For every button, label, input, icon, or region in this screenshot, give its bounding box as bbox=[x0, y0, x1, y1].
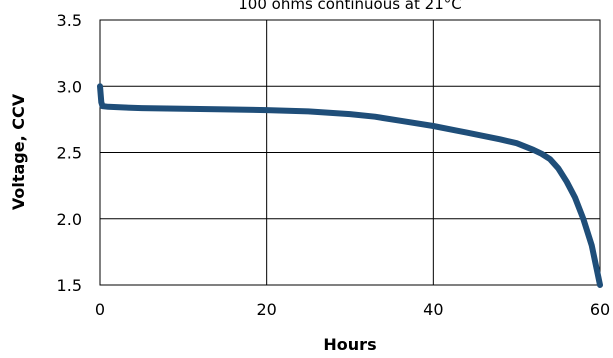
y-tick-label: 1.5 bbox=[57, 276, 82, 295]
y-tick-label: 2.0 bbox=[57, 210, 82, 229]
plot-area-frame bbox=[99, 19, 601, 286]
voltage-series-line bbox=[97, 83, 603, 288]
series-layer bbox=[97, 83, 603, 288]
y-tick-labels: 1.5 2.0 2.5 3.0 3.5 bbox=[57, 11, 82, 295]
y-tick-label: 3.0 bbox=[57, 77, 82, 96]
grid-layer bbox=[99, 19, 601, 286]
x-tick-label: 0 bbox=[95, 300, 105, 319]
x-tick-labels: 0 20 40 60 bbox=[95, 300, 610, 319]
y-axis-title: Voltage, CCV bbox=[9, 93, 28, 210]
x-tick-label: 20 bbox=[256, 300, 276, 319]
y-tick-label: 3.5 bbox=[57, 11, 82, 30]
x-axis-title: Hours bbox=[323, 335, 376, 354]
x-tick-label: 40 bbox=[423, 300, 443, 319]
y-tick-label: 2.5 bbox=[57, 144, 82, 163]
x-tick-label: 60 bbox=[590, 300, 610, 319]
chart-title: 100 ohms continuous at 21°C bbox=[238, 0, 461, 13]
